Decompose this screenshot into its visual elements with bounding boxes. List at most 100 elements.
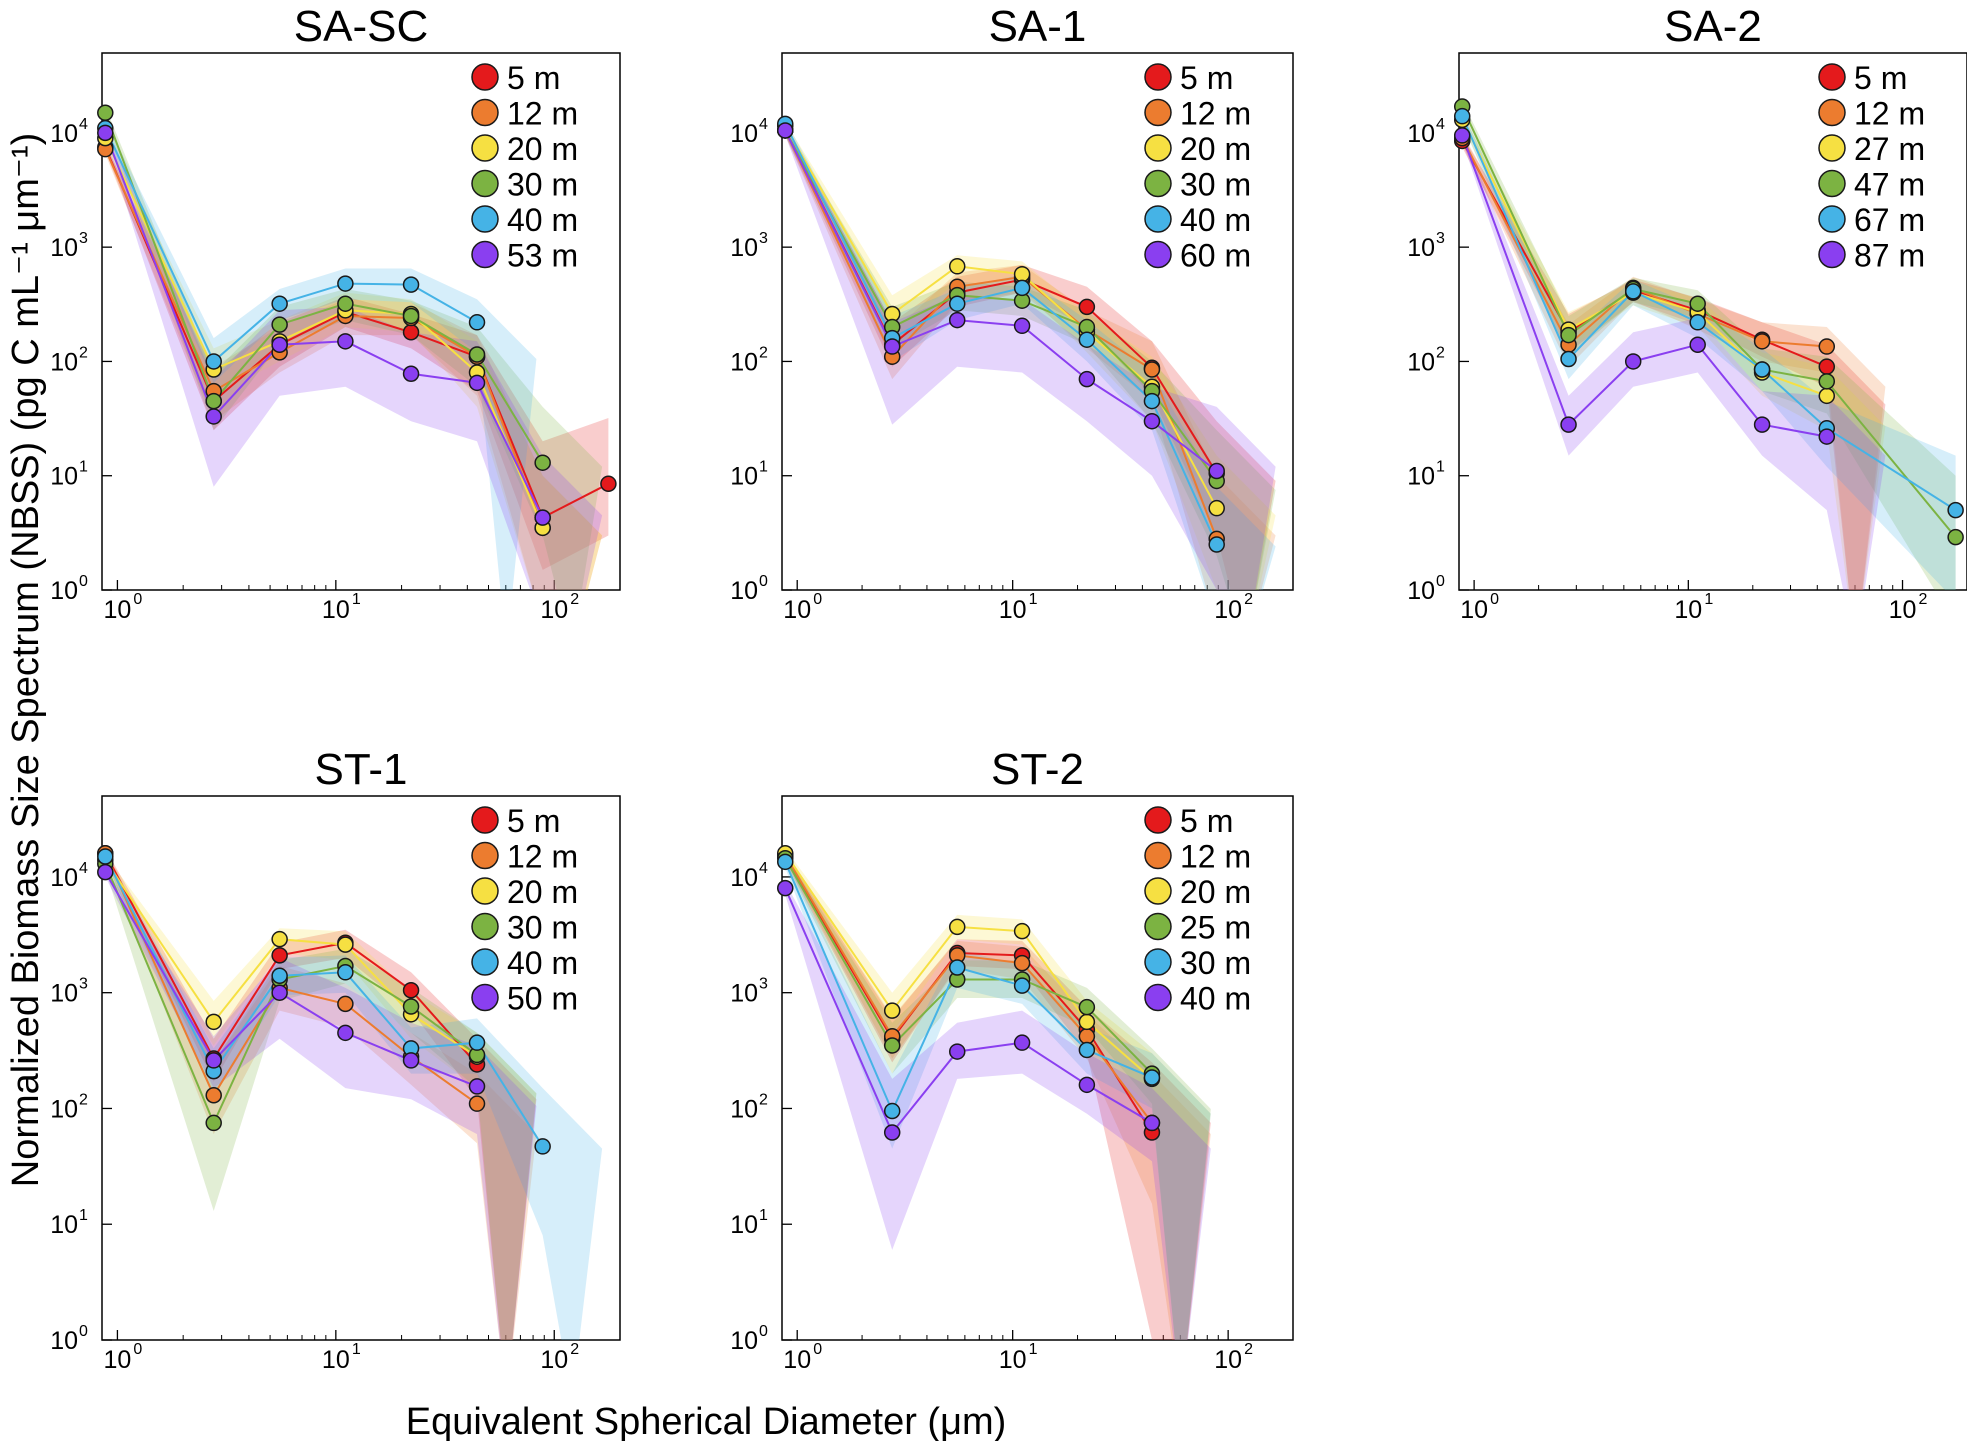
legend-marker xyxy=(1144,877,1172,905)
panel-sa-2: SA-210 0 10 1 10 210 010 110 210 310 45 m12 m27 m4… xyxy=(1407,2,1967,624)
y-tick-label: 10 xyxy=(1407,577,1435,605)
panel-title: SA-1 xyxy=(989,2,1087,51)
y-tick-exponent: 1 xyxy=(79,459,88,476)
data-point xyxy=(205,392,222,410)
data-point xyxy=(337,295,354,312)
data-point xyxy=(534,454,551,471)
y-tick-exponent: 0 xyxy=(1436,573,1445,590)
data-point xyxy=(883,1124,901,1141)
x-tick-label: 10 xyxy=(322,1346,350,1374)
y-tick-label: 10 xyxy=(50,348,78,376)
data-point xyxy=(402,365,420,383)
data-point xyxy=(205,1087,222,1104)
x-tick-exponent: 0 xyxy=(1490,591,1499,608)
y-tick-label: 10 xyxy=(730,1211,758,1239)
data-point xyxy=(402,1052,420,1069)
legend-label: 53 m xyxy=(507,238,578,274)
data-point xyxy=(271,984,288,1001)
legend-marker xyxy=(1144,63,1172,91)
data-point xyxy=(468,346,486,363)
y-tick-label: 10 xyxy=(730,1095,758,1123)
legend-marker xyxy=(471,169,499,198)
x-tick-exponent: 1 xyxy=(352,1341,361,1358)
legend-marker xyxy=(1818,134,1846,162)
uncertainty-band-67m xyxy=(1462,111,1956,590)
x-tick-label: 10 xyxy=(104,1346,132,1374)
data-point xyxy=(1013,977,1031,994)
y-tick-label: 10 xyxy=(1407,120,1435,148)
data-point xyxy=(948,258,966,275)
x-tick-label: 10 xyxy=(540,596,568,624)
data-point xyxy=(1143,392,1161,410)
data-point xyxy=(1818,338,1836,355)
data-point xyxy=(776,879,794,897)
legend-marker xyxy=(1818,169,1846,198)
data-point xyxy=(948,918,966,936)
uncertainty-band-5m xyxy=(785,125,1276,590)
data-point xyxy=(1143,361,1161,378)
y-tick-label: 10 xyxy=(50,234,78,262)
series-line-30m xyxy=(784,861,1153,1114)
y-tick-exponent: 2 xyxy=(759,1091,768,1108)
data-point xyxy=(1453,127,1471,144)
data-point xyxy=(468,314,486,331)
data-point xyxy=(1013,317,1031,335)
y-tick-label: 10 xyxy=(730,463,758,491)
data-point xyxy=(1078,1076,1096,1094)
uncertainty-band-12m xyxy=(785,850,1211,1340)
y-tick-exponent: 3 xyxy=(1436,230,1445,247)
data-point xyxy=(1753,416,1771,433)
legend-marker xyxy=(1818,63,1846,91)
panel-st-2: ST-210 0 10 1 10 210 010 110 210 310 45 m12 m20 m2… xyxy=(730,745,1294,1374)
uncertainty-band-30m xyxy=(785,125,1276,590)
data-point xyxy=(1078,370,1096,388)
data-point xyxy=(337,995,354,1013)
y-tick-exponent: 0 xyxy=(759,573,768,590)
legend-marker xyxy=(471,806,499,834)
data-point xyxy=(97,848,114,865)
legend-label: 12 m xyxy=(1180,96,1251,132)
y-tick-label: 10 xyxy=(730,864,758,892)
legend-label: 40 m xyxy=(1180,981,1251,1017)
data-point xyxy=(948,295,966,312)
legend-marker xyxy=(471,948,499,976)
y-tick-exponent: 1 xyxy=(759,459,768,476)
data-point xyxy=(1818,358,1836,375)
legend-label: 20 m xyxy=(507,874,578,910)
data-point xyxy=(1013,922,1031,940)
x-tick-label: 10 xyxy=(1889,596,1917,624)
plot-frame xyxy=(1458,52,1967,591)
x-tick-exponent: 1 xyxy=(1029,591,1038,608)
x-tick-exponent: 2 xyxy=(1244,1341,1253,1358)
y-tick-exponent: 4 xyxy=(759,860,768,877)
x-tick-label: 10 xyxy=(783,1346,811,1374)
data-point xyxy=(402,981,420,999)
y-tick-label: 10 xyxy=(730,348,758,376)
x-tick-label: 10 xyxy=(999,596,1027,624)
x-tick-label: 10 xyxy=(1214,1346,1242,1374)
legend-label: 5 m xyxy=(1180,803,1233,839)
y-tick-label: 10 xyxy=(50,1211,78,1239)
uncertainty-band-12m xyxy=(785,125,1276,590)
legend-label: 27 m xyxy=(1854,131,1925,167)
legend-marker xyxy=(1144,205,1172,233)
plot-frame xyxy=(101,795,621,1341)
uncertainty-band-30m xyxy=(105,858,537,1340)
y-tick-label: 10 xyxy=(50,463,78,491)
plot-frame xyxy=(101,52,621,591)
data-point xyxy=(534,1138,551,1155)
data-point xyxy=(1078,1028,1096,1045)
legend-label: 5 m xyxy=(1180,60,1233,96)
data-point xyxy=(1208,499,1225,517)
data-point xyxy=(402,276,420,293)
data-point xyxy=(97,863,114,881)
legend-label: 40 m xyxy=(1180,202,1251,238)
legend-marker xyxy=(1144,134,1172,162)
legend-marker xyxy=(471,63,499,91)
data-point xyxy=(1560,350,1577,368)
series-line-20m xyxy=(104,859,478,1058)
data-point xyxy=(468,1095,486,1112)
uncertainty-band-40m xyxy=(105,851,603,1340)
data-point xyxy=(1624,353,1642,370)
data-point xyxy=(205,1052,222,1069)
